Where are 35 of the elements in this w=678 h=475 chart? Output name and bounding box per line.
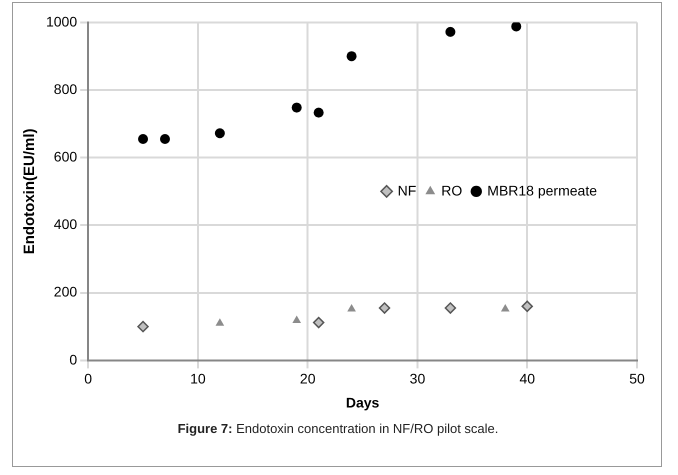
point	[292, 316, 302, 324]
x-tick-label: 10	[190, 370, 206, 387]
point	[216, 318, 224, 326]
x-tick-label: 40	[519, 370, 536, 387]
x-tick-label: 50	[629, 370, 645, 387]
point	[160, 134, 170, 144]
y-tick-label: 0	[69, 351, 78, 368]
caption: Figure 7: Endotoxin concentration in NF/RO pilot scale.	[176, 421, 500, 436]
point	[346, 51, 357, 62]
point	[347, 304, 356, 312]
point	[378, 302, 390, 314]
point	[521, 300, 533, 312]
x-tick-label: 20	[300, 370, 316, 387]
x-tick-label: 0	[84, 370, 92, 387]
x-tick-label: 30	[410, 370, 426, 387]
point	[444, 302, 456, 314]
point	[500, 304, 510, 312]
legend-label: RO	[441, 182, 462, 198]
x-axis-title: Days	[346, 394, 380, 410]
point	[137, 320, 149, 332]
y-tick-label: 200	[54, 284, 78, 300]
point	[138, 134, 148, 144]
legend-label: MBR18 permeate	[487, 182, 598, 198]
point	[312, 316, 324, 328]
y-tick-label: 600	[54, 148, 78, 164]
point	[292, 102, 302, 113]
point	[511, 22, 522, 32]
point	[314, 108, 324, 118]
y-tick-label: 400	[54, 216, 78, 232]
y-tick-label: 1000	[46, 13, 78, 30]
point	[445, 26, 456, 37]
legend-label: NF	[398, 182, 416, 198]
y-tick-label: 800	[54, 80, 78, 97]
point	[214, 128, 225, 138]
y-axis-title: Endotoxin(EU/ml)	[21, 128, 38, 254]
